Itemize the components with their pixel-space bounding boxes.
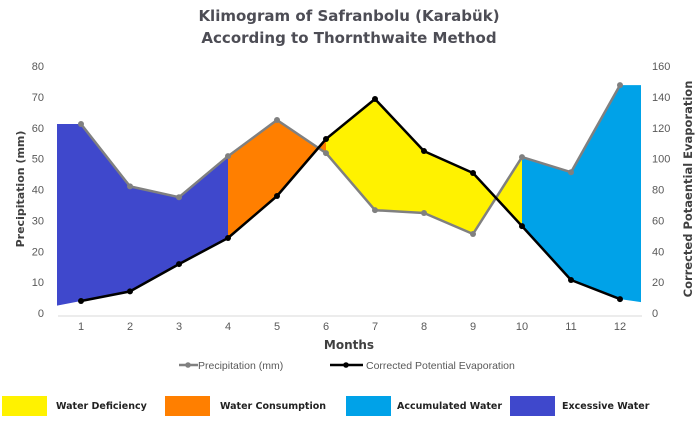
x-tick-label: 10 [516, 321, 528, 333]
evaporation-point [127, 288, 133, 295]
x-tick-label: 9 [470, 321, 476, 333]
precipitation-line [80, 84, 622, 236]
x-tick-label: 7 [372, 321, 378, 333]
y-tick-label: 80 [32, 61, 44, 73]
evaporation-point [519, 223, 525, 230]
y2-tick-label: 120 [652, 123, 670, 135]
y2-tick-label: 20 [652, 277, 664, 289]
x-tick-label: 1 [78, 321, 84, 333]
water-consumption-label: Water Consumption [220, 400, 326, 412]
x-tick-label: 2 [127, 321, 133, 333]
water-consumption-area [228, 120, 319, 238]
evaporation-point [421, 148, 427, 155]
evaporation-point [372, 96, 378, 103]
x-tick-label: 8 [421, 321, 427, 333]
evaporation-point [78, 297, 84, 304]
y-tick-label: 50 [32, 154, 44, 166]
water-deficiency-area [496, 157, 522, 227]
precipitation-point [225, 153, 231, 160]
precipitation-point [176, 194, 182, 201]
water-balance-regions [57, 85, 641, 306]
accumulated-water-label: Accumulated Water [397, 400, 503, 412]
water-deficiency-area [326, 99, 496, 234]
y-axis-title: Precipitation (mm) [14, 131, 27, 248]
x-tick-label: 5 [274, 321, 280, 333]
water-deficiency-label: Water Deficiency [56, 400, 147, 412]
accumulated-water-area [522, 85, 641, 303]
legend-accumulated-water: Accumulated Water [346, 396, 502, 416]
precipitation-point [617, 82, 623, 89]
x-tick-label: 6 [323, 321, 329, 333]
x-tick-label: 12 [614, 321, 626, 333]
y-tick-label: 70 [32, 92, 44, 104]
series-lines [78, 82, 623, 304]
precipitation-point [470, 230, 476, 237]
evaporation-point [176, 261, 182, 268]
y2-tick-label: 80 [652, 185, 664, 197]
y-tick-label: 60 [32, 123, 44, 135]
legend-water-deficiency: Water Deficiency [2, 396, 147, 416]
legend-water-consumption: Water Consumption [165, 396, 326, 416]
precipitation-point [323, 150, 329, 157]
y2-tick-label: 160 [652, 61, 670, 73]
evaporation-point [274, 192, 280, 199]
x-tick-label: 11 [565, 321, 576, 333]
chart-title-line-1: Klimogram of Safranbolu (Karabük) [198, 7, 499, 25]
precipitation-point [78, 121, 84, 128]
precipitation-point [421, 209, 427, 216]
water-deficiency-swatch [2, 396, 47, 416]
evaporation-point [470, 169, 476, 176]
x-axis-ticks: 1 2 3 4 5 6 7 8 9 10 11 12 [78, 321, 626, 333]
x-axis-title: Months [324, 338, 374, 352]
y2-tick-label: 140 [652, 92, 670, 104]
x-tick-label: 3 [176, 321, 182, 333]
y2-tick-label: 0 [652, 308, 658, 320]
x-tick-label: 4 [225, 321, 231, 333]
evaporation-point [323, 136, 329, 143]
y-tick-label: 20 [32, 246, 44, 258]
legend-evaporation: Corrected Potential Evaporation [330, 360, 515, 372]
y-tick-label: 0 [38, 308, 44, 320]
precipitation-point [568, 169, 574, 176]
precipitation-point [274, 117, 280, 124]
evaporation-point [617, 296, 623, 303]
chart-title-line-2: According to Thornthwaite Method [201, 29, 496, 47]
y2-tick-label: 40 [652, 246, 664, 258]
precipitation-point [519, 154, 525, 161]
evaporation-point [568, 276, 574, 283]
y-tick-label: 10 [32, 277, 44, 289]
evaporation-point [225, 234, 231, 241]
y-tick-label: 40 [32, 185, 44, 197]
precipitation-point [127, 183, 133, 190]
legend-precipitation: Precipitation (mm) [179, 360, 283, 372]
y2-tick-label: 60 [652, 215, 664, 227]
left-axis-ticks: 0 10 20 30 40 50 60 70 80 [32, 61, 44, 320]
y2-tick-label: 100 [652, 154, 670, 166]
water-consumption-swatch [165, 396, 210, 416]
excessive-water-area [57, 124, 228, 306]
legend-precipitation-label: Precipitation (mm) [198, 360, 283, 372]
precipitation-point [372, 207, 378, 214]
y-tick-label: 30 [32, 215, 44, 227]
y2-axis-title: Corrected Potaential Evaporation [681, 81, 695, 298]
right-axis-ticks: 0 20 40 60 80 100 120 140 160 [652, 61, 670, 320]
accumulated-water-swatch [346, 396, 391, 416]
legend-excessive-water: Excessive Water [510, 396, 649, 416]
excessive-water-label: Excessive Water [562, 400, 650, 412]
excessive-water-swatch [510, 396, 555, 416]
evaporation-line [80, 97, 621, 303]
legend-evaporation-label: Corrected Potential Evaporation [366, 360, 515, 372]
